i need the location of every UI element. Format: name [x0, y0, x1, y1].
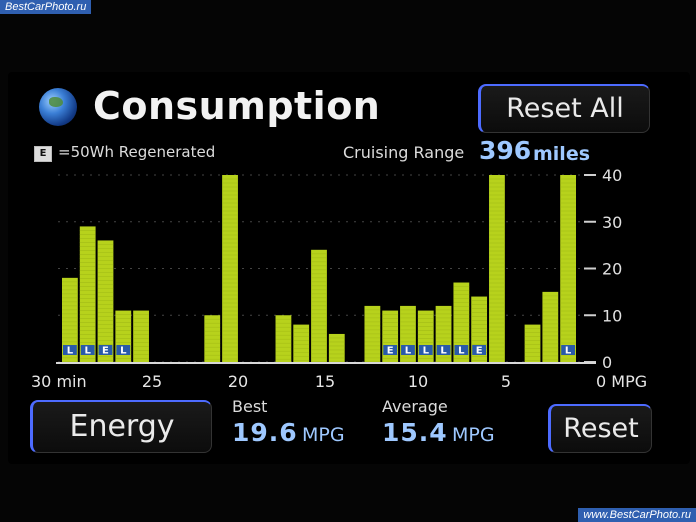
regen-marker	[418, 345, 433, 355]
cruising-range-value: 396	[479, 136, 532, 165]
regen-marker-label: L	[458, 346, 465, 357]
regen-marker-label: L	[405, 346, 412, 357]
regen-marker-label: L	[423, 346, 430, 357]
x-tick-label: 20	[228, 372, 248, 391]
watermark-bottom: www.BestCarPhoto.ru	[578, 508, 696, 522]
average-unit: MPG	[452, 424, 495, 446]
bar	[62, 277, 78, 362]
regen-legend: E =50Wh Regenerated	[34, 143, 215, 162]
best-unit: MPG	[302, 424, 345, 446]
y-tick-label: 10	[602, 306, 622, 325]
bar	[133, 310, 149, 362]
regen-marker-label: E	[387, 346, 394, 357]
x-tick-label: 5	[501, 372, 511, 391]
bar	[542, 291, 559, 362]
cruising-range-label: Cruising Range	[343, 143, 465, 162]
x-tick-label: 0 MPG	[596, 372, 647, 391]
regen-marker	[63, 345, 77, 355]
y-tick-label: 30	[602, 213, 622, 232]
y-tick-label: 20	[602, 260, 622, 279]
display-screen	[8, 72, 690, 464]
x-tick-label: 10	[408, 372, 428, 391]
energy-button[interactable]: Energy	[30, 400, 212, 453]
x-tick-label: 30 min	[31, 372, 87, 391]
regen-marker	[472, 345, 487, 355]
regen-marker	[436, 345, 451, 355]
x-tick-label: 15	[315, 372, 335, 391]
best-value: 19.6	[232, 418, 298, 447]
regen-marker	[98, 345, 113, 355]
regen-marker	[561, 345, 575, 355]
reset-all-button[interactable]: Reset All	[478, 84, 650, 133]
x-tick-label: 25	[142, 372, 162, 391]
regen-marker-label: L	[120, 346, 127, 357]
regen-marker	[401, 345, 415, 355]
regen-marker-label: E	[476, 346, 483, 357]
regen-marker-label: L	[440, 346, 447, 357]
regen-marker	[116, 345, 131, 355]
globe-icon	[39, 88, 77, 126]
average-value: 15.4	[382, 418, 448, 447]
y-tick-label: 0	[602, 353, 612, 372]
page-title: Consumption	[93, 84, 381, 128]
watermark-top: BestCarPhoto.ru	[0, 0, 92, 14]
regen-marker-label: E	[102, 346, 109, 357]
regen-e-icon: E	[34, 146, 52, 162]
regen-marker	[80, 345, 95, 355]
reset-button[interactable]: Reset	[548, 404, 652, 453]
y-tick-label: 40	[602, 166, 622, 185]
regen-marker-label: L	[85, 346, 92, 357]
regen-marker	[383, 345, 398, 355]
bar	[328, 333, 345, 362]
average-label: Average	[382, 397, 448, 416]
bar	[97, 240, 114, 362]
best-label: Best	[232, 397, 268, 416]
regen-legend-text: =50Wh Regenerated	[58, 143, 216, 161]
cruising-range-unit: miles	[533, 143, 591, 165]
regen-marker-label: L	[565, 346, 572, 357]
regen-marker	[454, 345, 469, 355]
regen-marker-label: L	[67, 346, 74, 357]
